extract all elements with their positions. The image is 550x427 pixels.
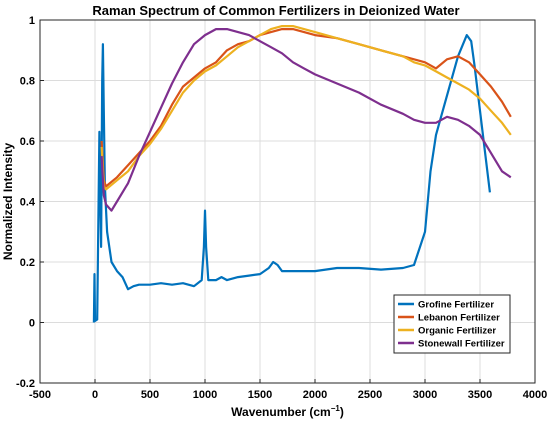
chart-title: Raman Spectrum of Common Fertilizers in … <box>92 3 459 18</box>
data-series <box>92 25 512 323</box>
y-tick-label: 0.2 <box>20 257 35 269</box>
legend-label-2: Organic Fertilizer <box>418 326 496 337</box>
x-axis-label: Wavenumber (cm−1) <box>231 404 344 419</box>
x-tick-label: 3000 <box>413 389 437 401</box>
x-tick-label: 1500 <box>248 389 272 401</box>
y-tick-label: 1 <box>29 15 35 27</box>
x-tick-label: 1000 <box>193 389 217 401</box>
x-tick-label: 500 <box>141 389 159 401</box>
series-line-2 <box>100 25 512 191</box>
legend: Grofine Fertilizer Lebanon Fertilizer Orga… <box>393 294 511 354</box>
series-line-0 <box>92 34 491 323</box>
legend-label-0: Grofine Fertilizer <box>418 300 494 311</box>
y-tick-label: -0.2 <box>16 378 35 390</box>
x-tick-label: 0 <box>92 389 98 401</box>
y-tick-label: 0 <box>29 318 35 330</box>
legend-label-1: Lebanon Fertilizer <box>418 313 500 324</box>
series-line-1 <box>100 28 512 188</box>
y-tick-label: 0.4 <box>20 197 36 209</box>
legend-label-3: Stonewall Fertilizer <box>418 339 505 350</box>
series-line-3 <box>100 28 512 212</box>
x-tick-label: 2000 <box>303 389 327 401</box>
y-tick-label: 0.6 <box>20 136 35 148</box>
x-axis-label-close: ) <box>340 405 344 419</box>
y-axis-label: Normalized Intensity <box>1 142 15 260</box>
x-tick-label: 4000 <box>523 389 547 401</box>
x-tick-label: 2500 <box>358 389 382 401</box>
x-tick-label: 3500 <box>468 389 492 401</box>
x-tick-label: -500 <box>29 389 51 401</box>
y-tick-label: 0.8 <box>20 76 35 88</box>
x-axis-label-text: Wavenumber (cm <box>231 405 331 419</box>
x-axis-label-superscript: −1 <box>331 404 341 413</box>
axis-ticks: -500 0 500 1000 1500 2000 2500 3000 3500 4000 -0.2… <box>16 15 547 401</box>
